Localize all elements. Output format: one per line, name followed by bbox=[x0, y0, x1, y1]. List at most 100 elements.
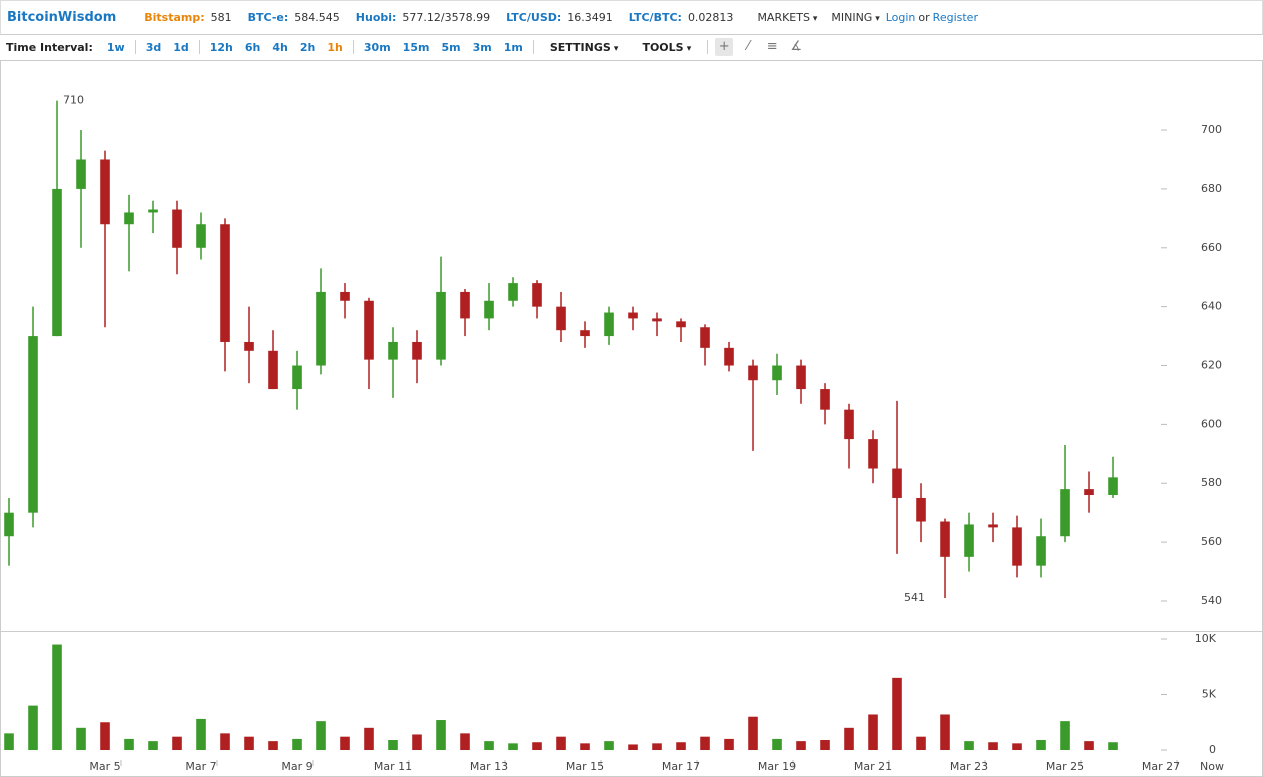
candle-body bbox=[892, 468, 902, 498]
interval[interactable]: 1h bbox=[327, 40, 343, 54]
volume-bar bbox=[1036, 740, 1046, 751]
ticker-label[interactable]: LTC/USD: bbox=[506, 11, 562, 24]
volume-tick-label: 0 bbox=[1209, 743, 1216, 756]
volume-bar bbox=[1060, 721, 1070, 751]
candle-body bbox=[196, 224, 206, 248]
volume-bar bbox=[28, 705, 38, 751]
line-tool[interactable]: ⁄ bbox=[747, 39, 750, 54]
ticker-label[interactable]: Bitstamp: bbox=[144, 11, 205, 24]
candle-body bbox=[844, 409, 854, 440]
ticker-value: 584.545 bbox=[294, 11, 340, 24]
brand[interactable]: BitcoinWisdom bbox=[7, 10, 117, 25]
or-text: or bbox=[918, 11, 930, 24]
candle-body bbox=[868, 439, 878, 469]
candle-body bbox=[532, 283, 542, 307]
volume-bar bbox=[124, 738, 134, 751]
x-tick-label: Mar 11 bbox=[374, 760, 412, 773]
candle-body bbox=[52, 188, 62, 337]
candle-body bbox=[76, 159, 86, 189]
volume-bar bbox=[100, 722, 110, 751]
settings-menu[interactable]: SETTINGS bbox=[550, 41, 619, 54]
volume-bar bbox=[892, 677, 902, 751]
volume-bar bbox=[532, 742, 542, 751]
candle-body bbox=[316, 291, 326, 366]
volume-bar bbox=[724, 738, 734, 751]
candle-body bbox=[436, 291, 446, 360]
volume-bar bbox=[172, 736, 182, 751]
candle-body bbox=[772, 365, 782, 381]
volume-bar bbox=[556, 736, 566, 751]
candle-body bbox=[100, 159, 110, 225]
candle-body bbox=[388, 341, 398, 360]
interval[interactable]: 3d bbox=[145, 40, 162, 54]
interval[interactable]: 3m bbox=[472, 40, 492, 54]
ticker-label[interactable]: LTC/BTC: bbox=[628, 11, 682, 24]
volume-bar bbox=[148, 741, 158, 751]
interval[interactable]: 1w bbox=[106, 40, 125, 54]
volume-bar bbox=[844, 727, 854, 751]
volume-bar bbox=[940, 714, 950, 751]
interval[interactable]: 4h bbox=[272, 40, 288, 54]
volume-bar bbox=[1084, 741, 1094, 751]
interval[interactable]: 12h bbox=[209, 40, 233, 54]
volume-bar bbox=[1012, 743, 1022, 751]
markets-menu[interactable]: MARKETS bbox=[757, 11, 817, 24]
candle-body bbox=[628, 312, 638, 319]
interval[interactable]: 5m bbox=[441, 40, 461, 54]
candle-body bbox=[748, 365, 758, 381]
volume-tick-label: 10K bbox=[1195, 632, 1217, 645]
candle-body bbox=[1036, 536, 1046, 566]
fib-tool[interactable]: ≡ bbox=[766, 39, 778, 54]
volume-bar bbox=[820, 740, 830, 751]
volume-bar bbox=[316, 721, 326, 751]
mining-menu[interactable]: MINING bbox=[831, 11, 879, 24]
x-tick-label: Mar 13 bbox=[470, 760, 508, 773]
candle-body bbox=[4, 512, 14, 537]
login-link[interactable]: Login bbox=[885, 11, 916, 24]
chart: 540 560 580 600 620 640 660 680 700 0 5K 10K Mar 5 Ma… bbox=[0, 60, 1263, 777]
separator bbox=[134, 40, 136, 54]
ticker-label[interactable]: Huobi: bbox=[355, 11, 397, 24]
chart-frame bbox=[0, 60, 1263, 777]
volume-bar bbox=[4, 733, 14, 751]
candle-body bbox=[988, 524, 998, 528]
candle-body bbox=[676, 321, 686, 328]
y-tick-label: 620 bbox=[1201, 359, 1222, 372]
volume-bar bbox=[772, 738, 782, 751]
candle-body bbox=[364, 300, 374, 360]
interval[interactable]: 6h bbox=[244, 40, 261, 54]
volume-bar bbox=[436, 720, 446, 751]
register-link[interactable]: Register bbox=[932, 11, 978, 24]
interval[interactable]: 15m bbox=[402, 40, 430, 54]
ticker-label[interactable]: BTC-e: bbox=[247, 11, 289, 24]
y-tick-label: 700 bbox=[1201, 123, 1222, 136]
volume-bar bbox=[340, 736, 350, 751]
volume-bar bbox=[628, 744, 638, 751]
volume-bar bbox=[652, 743, 662, 751]
x-tick-label: Mar 5 bbox=[89, 760, 120, 773]
candle-body bbox=[340, 291, 350, 301]
x-tick-label: Mar 17 bbox=[662, 760, 700, 773]
interval[interactable]: 30m bbox=[363, 40, 391, 54]
volume-bar bbox=[700, 736, 710, 751]
top-bar: BitcoinWisdom Bitstamp: 581 BTC-e: 584.545… bbox=[0, 0, 1263, 35]
fan-tool[interactable]: ∡ bbox=[790, 39, 803, 54]
y-tick-label: 540 bbox=[1201, 594, 1222, 607]
interval[interactable]: 1d bbox=[173, 40, 189, 54]
separator bbox=[352, 40, 354, 54]
candle-body bbox=[244, 341, 254, 351]
interval[interactable]: 1m bbox=[503, 40, 523, 54]
volume-bar bbox=[52, 644, 62, 751]
volume-bar bbox=[964, 741, 974, 751]
tools-menu[interactable]: TOOLS bbox=[642, 41, 691, 54]
max-label: 710 bbox=[63, 94, 84, 107]
interval[interactable]: 2h bbox=[299, 40, 316, 54]
min-label: 541 bbox=[904, 591, 925, 604]
candle-body bbox=[796, 365, 806, 390]
y-tick-label: 580 bbox=[1201, 476, 1222, 489]
crosshair-tool[interactable]: + bbox=[715, 38, 734, 56]
candle-body bbox=[28, 336, 38, 513]
ticker-value: 577.12/3578.99 bbox=[402, 11, 491, 24]
ticker-value: 16.3491 bbox=[567, 11, 613, 24]
candle-body bbox=[460, 291, 470, 319]
